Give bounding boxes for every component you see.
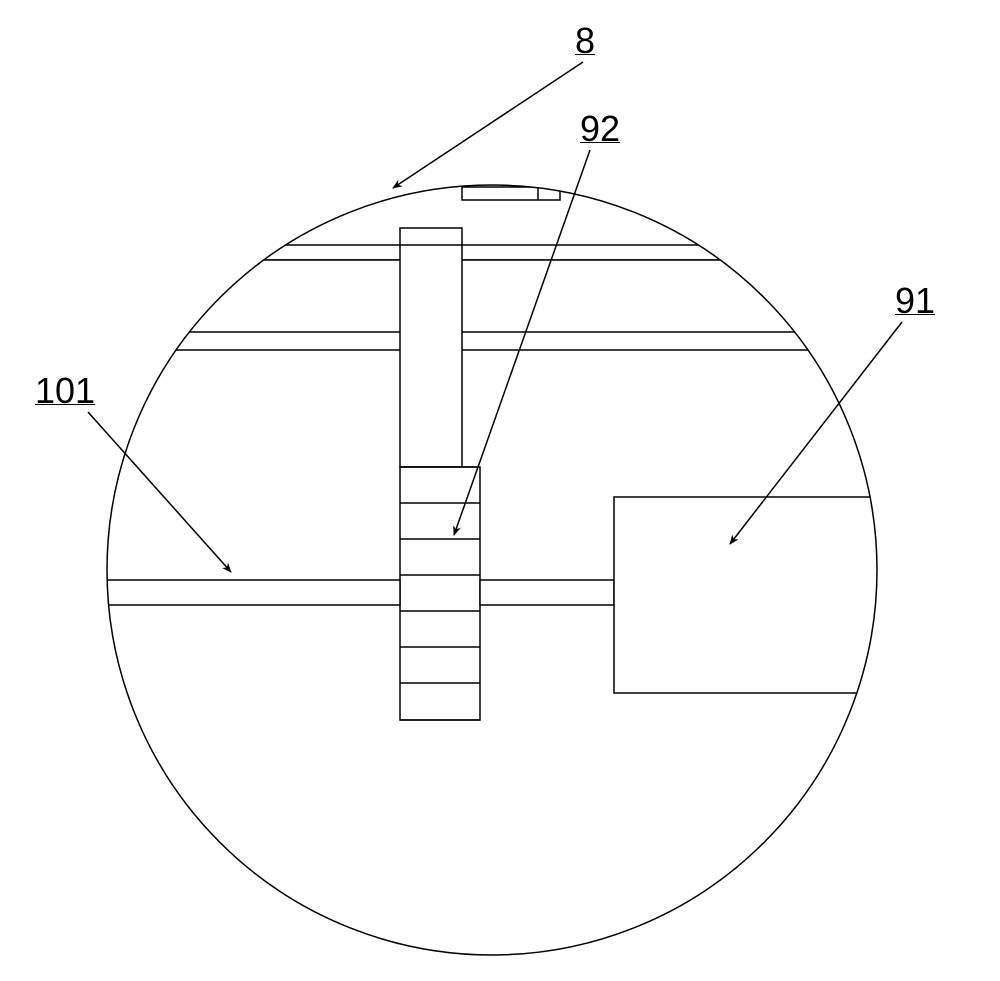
diagram-svg — [0, 0, 1000, 981]
shaft-right — [480, 580, 614, 605]
shaft-left — [0, 580, 400, 605]
vertical-post — [400, 228, 462, 467]
motor-block — [614, 497, 1000, 693]
callout-label-92: 92 — [580, 108, 620, 150]
clipped-content — [0, 187, 1000, 720]
worm-gear — [400, 467, 480, 720]
callout-label-101: 101 — [35, 370, 95, 412]
engineering-diagram: 8 92 91 101 — [0, 0, 1000, 981]
callout-label-91: 91 — [895, 280, 935, 322]
upper-band — [0, 245, 1000, 350]
callout-label-8: 8 — [575, 20, 595, 62]
